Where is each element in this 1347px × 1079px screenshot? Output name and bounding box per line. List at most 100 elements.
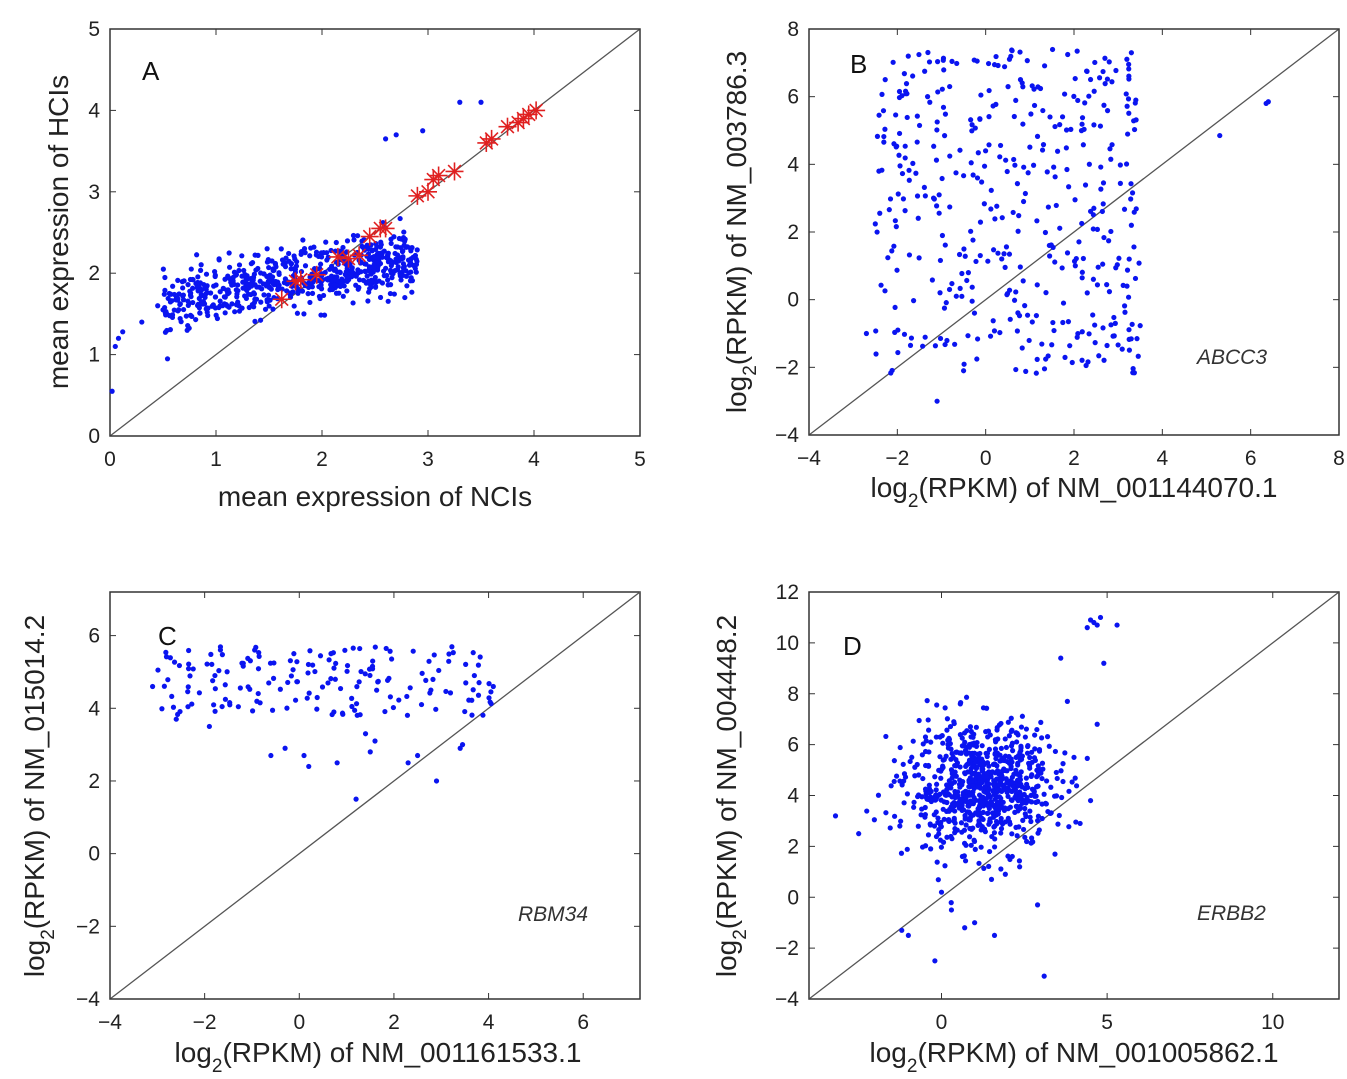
data-point	[1047, 114, 1053, 120]
data-point	[276, 271, 282, 278]
data-point	[252, 318, 258, 324]
data-point	[305, 291, 311, 297]
data-point	[308, 245, 314, 251]
data-point	[989, 769, 996, 775]
data-point	[266, 264, 272, 271]
data-point	[1100, 68, 1106, 75]
data-point	[931, 796, 938, 802]
x-tick-label: 3	[422, 448, 434, 471]
data-point	[277, 686, 283, 692]
data-point	[177, 301, 183, 307]
data-point	[447, 690, 454, 696]
data-point	[952, 830, 958, 836]
data-point	[902, 208, 908, 214]
data-point	[230, 281, 236, 287]
data-point	[285, 679, 291, 686]
y-tick-label: −4	[775, 988, 799, 1011]
data-point	[947, 153, 953, 159]
data-point	[957, 796, 963, 802]
data-point	[478, 99, 484, 105]
data-point	[1053, 769, 1059, 776]
data-point	[310, 662, 316, 668]
data-point	[255, 666, 262, 672]
data-point	[270, 267, 276, 274]
data-point	[206, 723, 212, 730]
data-point	[193, 316, 199, 323]
data-point	[1027, 754, 1033, 761]
data-point	[897, 823, 903, 829]
data-point	[377, 294, 384, 301]
data-point	[973, 258, 979, 265]
data-point	[301, 311, 307, 317]
data-point	[264, 299, 270, 305]
data-point	[1059, 265, 1065, 271]
data-point	[1017, 864, 1023, 870]
data-point	[971, 838, 978, 845]
y-tick-label: −4	[76, 988, 100, 1011]
data-point	[901, 331, 908, 337]
x-tick-label: 4	[528, 448, 540, 471]
data-point	[1097, 123, 1104, 129]
data-point	[926, 59, 933, 65]
x-tick-label: 2	[316, 448, 328, 471]
data-point	[334, 760, 340, 766]
x-tick-label: 0	[980, 447, 992, 470]
data-point	[1091, 122, 1097, 128]
data-point	[1039, 760, 1046, 766]
y-tick-label: 4	[787, 785, 799, 808]
data-point	[273, 264, 279, 270]
data-point	[163, 649, 169, 655]
data-point	[332, 676, 338, 682]
data-point	[976, 860, 982, 866]
y-axis-label: log2(RPKM) of NM_004448.2	[711, 615, 751, 977]
data-point	[887, 196, 894, 202]
data-point	[170, 283, 176, 289]
scatter-panel-b: −4 −2 0 2 4 6 8 −4 −2 0 2 4 6 8 B ABCC3 log2(RPKM) of…	[721, 18, 1345, 512]
data-point	[1134, 336, 1140, 342]
data-point	[935, 819, 941, 826]
data-point	[981, 865, 987, 871]
data-point	[402, 294, 408, 301]
data-point	[161, 291, 167, 297]
data-point	[342, 278, 349, 284]
data-point	[968, 757, 974, 763]
data-point	[951, 779, 958, 785]
data-point	[963, 788, 969, 795]
data-point	[981, 826, 988, 832]
data-point	[162, 274, 168, 281]
data-point	[938, 775, 944, 781]
data-point	[974, 810, 980, 816]
data-point	[387, 694, 393, 700]
data-point	[995, 811, 1001, 817]
x-tick-label: 2	[1068, 447, 1080, 470]
data-point	[952, 762, 958, 769]
data-point	[317, 261, 324, 267]
data-point	[942, 111, 949, 117]
data-point	[266, 303, 272, 309]
data-point	[185, 689, 191, 695]
data-point-star	[482, 129, 501, 148]
data-point	[235, 299, 241, 305]
data-point	[942, 242, 948, 248]
data-point	[952, 341, 958, 347]
data-point	[161, 683, 167, 689]
data-point	[891, 778, 897, 785]
data-point	[1015, 310, 1021, 316]
data-point	[1045, 204, 1051, 210]
data-point	[947, 204, 953, 210]
data-point	[881, 139, 887, 145]
data-point	[314, 706, 320, 712]
data-point	[882, 288, 888, 294]
data-point	[886, 207, 892, 213]
data-point	[210, 302, 216, 308]
data-point	[959, 270, 965, 277]
data-point	[1019, 753, 1026, 759]
data-point	[1022, 805, 1028, 812]
data-point	[1072, 197, 1078, 203]
data-point	[1110, 333, 1116, 339]
data-point	[1094, 622, 1100, 628]
data-point	[1100, 325, 1106, 331]
data-point	[922, 68, 928, 74]
data-point	[391, 234, 397, 240]
data-point	[1008, 715, 1014, 721]
